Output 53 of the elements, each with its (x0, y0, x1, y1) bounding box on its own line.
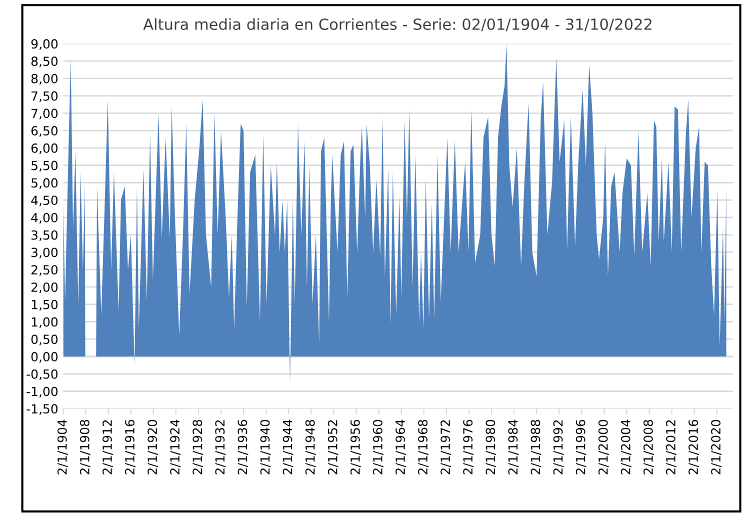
y-tick-label: -1,50 (26, 404, 58, 415)
y-tick-label: 0,00 (31, 352, 58, 363)
x-tick-label: 2/1/1988 (530, 420, 542, 474)
x-tick-label: 2/1/1904 (57, 420, 68, 474)
x-tick-label: 2/1/1936 (238, 420, 248, 474)
y-tick-label: 5,50 (32, 160, 58, 172)
x-tick-label: 2/1/1984 (508, 420, 519, 474)
y-tick-label: -1,00 (26, 386, 58, 398)
y-tick-label: 2,00 (31, 282, 58, 294)
x-tick-label: 2/1/1924 (170, 420, 181, 474)
x-tick-label: 2/1/1960 (372, 420, 384, 474)
x-tick-label: 2/1/2012 (666, 420, 676, 474)
x-tick-label: 2/1/1996 (576, 420, 586, 474)
y-tick-label: 6,00 (31, 143, 58, 154)
y-tick-label: 6,50 (31, 126, 58, 137)
y-tick-label: 4,00 (31, 212, 58, 224)
y-tick-label: 8,00 (31, 74, 58, 85)
y-tick-label: 1,00 (32, 317, 58, 328)
x-tick-label: 2/1/2020 (711, 420, 722, 474)
x-tick-label: 2/1/2000 (598, 420, 609, 474)
x-tick-label: 2/1/1972 (440, 420, 452, 474)
x-tick-label: 2/1/1944 (282, 420, 294, 474)
x-tick-label: 2/1/1908 (80, 420, 90, 474)
x-tick-label: 2/1/1948 (305, 420, 316, 474)
x-tick-label: 2/1/1916 (125, 420, 136, 474)
y-tick-label: 9,00 (31, 39, 58, 50)
y-tick-label: 7,50 (32, 91, 58, 102)
y-tick-label: 1,50 (32, 300, 58, 311)
y-tick-label: 5,00 (32, 178, 58, 189)
chart-title: Altura media diaria en Corrientes - Serie: 02/01/1904 - 31/10/2022 (143, 18, 652, 32)
x-tick-label: 2/1/1992 (553, 420, 564, 474)
x-tick-label: 2/1/1932 (215, 420, 226, 474)
y-tick-label: 0,50 (31, 334, 58, 346)
x-tick-label: 2/1/1928 (192, 420, 204, 474)
x-tick-label: 2/1/2004 (620, 420, 632, 474)
x-tick-label: 2/1/1976 (463, 420, 474, 474)
x-tick-label: 2/1/1956 (350, 420, 361, 474)
y-tick-label: -0,50 (26, 369, 58, 380)
x-tick-label: 2/1/1980 (486, 420, 496, 474)
y-tick-label: 7,00 (32, 108, 58, 120)
y-tick-label: 2,50 (31, 265, 58, 276)
x-tick-label: 2/1/2016 (688, 420, 699, 474)
x-tick-label: 2/1/2008 (643, 420, 654, 474)
y-tick-label: 8,50 (31, 56, 58, 68)
x-tick-label: 2/1/1964 (396, 420, 406, 474)
x-tick-label: 2/1/1968 (418, 420, 428, 474)
x-tick-label: 2/1/1920 (148, 420, 158, 474)
x-tick-label: 2/1/1912 (102, 420, 113, 474)
y-tick-label: 3,00 (32, 248, 58, 258)
y-tick-label: 4,50 (31, 196, 58, 206)
x-tick-label: 2/1/1952 (328, 420, 338, 474)
x-tick-label: 2/1/1940 (260, 420, 271, 474)
y-tick-label: 3,50 (32, 230, 58, 242)
